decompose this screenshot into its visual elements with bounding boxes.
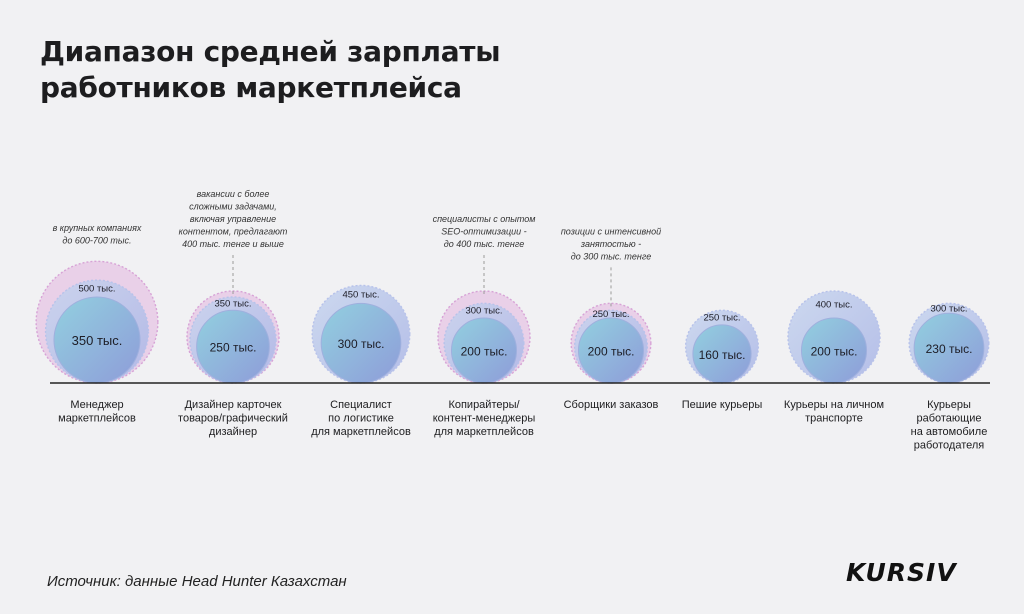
cat-4-label-line-2: контент-менеджеры bbox=[433, 413, 536, 425]
cat-4-note-line-3: до 400 тыс. тенге bbox=[444, 239, 524, 249]
cat-2-note-line-5: 400 тыс. тенге и выше bbox=[182, 239, 284, 249]
cat-8-label-line-3: на автомобиле bbox=[911, 426, 988, 438]
kursiv-logo: KURSIV bbox=[846, 558, 957, 587]
cat-1-note-line-1: в крупных компаниях bbox=[53, 223, 142, 233]
cat-5-high-label: 250 тыс. bbox=[592, 309, 629, 320]
cat-1-low-label: 350 тыс. bbox=[72, 333, 123, 348]
cat-4-low-label: 200 тыс. bbox=[461, 344, 508, 358]
cat-1-label-line-2: маркетплейсов bbox=[58, 413, 136, 425]
cat-2-note-line-3: включая управление bbox=[190, 214, 276, 224]
cat-6-label-line-1: Пешие курьеры bbox=[682, 399, 763, 411]
cat-7-high-label: 400 тыс. bbox=[815, 300, 852, 311]
bubble-group: 350 тыс. 500 тыс. 250 тыс. 350 тыс. 300 тыс.… bbox=[35, 255, 990, 384]
cat-3-label-line-1: Специалист bbox=[330, 399, 392, 411]
cat-7-label-line-1: Курьеры на личном bbox=[784, 399, 884, 411]
source-note: Источник: данные Head Hunter Казахстан bbox=[47, 573, 347, 590]
cat-8-label-line-2: работающие bbox=[916, 413, 981, 425]
cat-8-low-label: 230 тыс. bbox=[926, 342, 973, 356]
cat-2-note-line-4: контентом, предлагают bbox=[179, 227, 288, 237]
cat-7-low-label: 200 тыс. bbox=[811, 344, 858, 358]
cat-3-label-line-3: для маркетплейсов bbox=[311, 426, 411, 438]
cat-2-label-line-3: дизайнер bbox=[209, 426, 257, 438]
cat-2-low-label: 250 тыс. bbox=[210, 341, 257, 355]
cat-8-label-line-4: работодателя bbox=[914, 440, 985, 452]
label-group: в крупных компаниях до 600-700 тыс. Менедж… bbox=[53, 189, 988, 452]
chart-title-line-1: Диапазон средней зарплаты bbox=[40, 35, 501, 68]
cat-5-note-line-1: позиции с интенсивной bbox=[561, 226, 661, 236]
cat-8-label-line-1: Курьеры bbox=[927, 399, 971, 411]
cat-6-high-label: 250 тыс. bbox=[703, 313, 740, 324]
cat-2-label-line-1: Дизайнер карточек bbox=[185, 399, 282, 411]
cat-1-high-label: 500 тыс. bbox=[78, 284, 115, 295]
cat-8-high-label: 300 тыс. bbox=[930, 303, 967, 314]
cat-5-note-line-3: до 300 тыс. тенге bbox=[571, 251, 651, 261]
cat-2-high-label: 350 тыс. bbox=[214, 299, 251, 310]
cat-4-high-label: 300 тыс. bbox=[465, 306, 502, 317]
cat-2-note-line-2: сложными задачами, bbox=[189, 202, 277, 212]
cat-4-note-line-2: SEO-оптимизации - bbox=[441, 227, 526, 237]
chart-title-line-2: работников маркетплейса bbox=[40, 71, 462, 104]
cat-3-low-label: 300 тыс. bbox=[338, 337, 385, 351]
cat-2-note-line-1: вакансии с более bbox=[197, 189, 270, 199]
cat-1-note-line-2: до 600-700 тыс. bbox=[62, 235, 131, 245]
cat-1-label-line-1: Менеджер bbox=[70, 399, 123, 411]
cat-3-high-label: 450 тыс. bbox=[342, 289, 379, 300]
chart-title: Диапазон средней зарплаты работников мар… bbox=[40, 34, 501, 106]
cat-4-note-line-1: специалисты с опытом bbox=[433, 214, 536, 224]
cat-6-low-label: 160 тыс. bbox=[699, 348, 746, 362]
cat-4-label-line-3: для маркетплейсов bbox=[434, 426, 534, 438]
cat-3-label-line-2: по логистике bbox=[328, 413, 394, 425]
cat-5-note-line-2: занятостью - bbox=[580, 239, 641, 249]
cat-5-low-label: 200 тыс. bbox=[588, 344, 635, 358]
cat-5-label-line-1: Сборщики заказов bbox=[564, 399, 659, 411]
cat-2-label-line-2: товаров/графический bbox=[178, 413, 288, 425]
cat-7-label-line-2: транспорте bbox=[805, 413, 863, 425]
cat-4-label-line-1: Копирайтеры/ bbox=[448, 399, 520, 411]
